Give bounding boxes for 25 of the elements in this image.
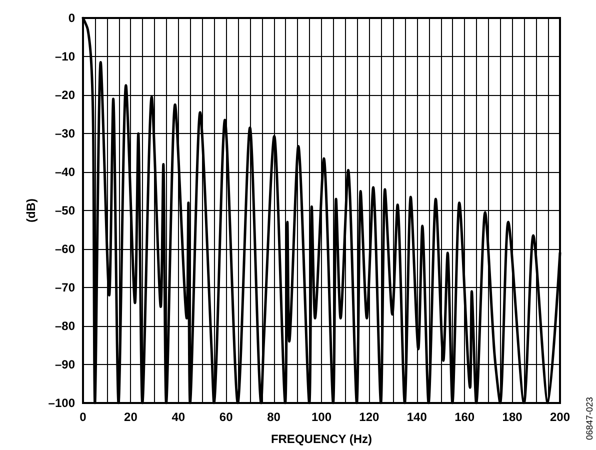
y-tick-label: –90 xyxy=(54,358,76,372)
x-tick-label: 180 xyxy=(502,410,523,424)
x-tick-label: 100 xyxy=(311,410,332,424)
x-tick-label: 140 xyxy=(406,410,428,424)
y-tick-label: 0 xyxy=(68,11,76,25)
y-tick-label: –50 xyxy=(54,204,76,218)
y-tick-label: –60 xyxy=(54,242,76,256)
y-tick-label: –70 xyxy=(54,280,76,294)
y-axis-title: (dB) xyxy=(24,198,38,222)
x-tick-label: 160 xyxy=(454,410,475,424)
y-tick-label: –100 xyxy=(48,396,76,410)
x-tick-label: 60 xyxy=(219,410,234,424)
x-tick-label: 40 xyxy=(172,410,186,424)
x-tick-label: 120 xyxy=(359,410,380,424)
y-tick-label: –80 xyxy=(54,319,76,333)
y-tick-label: –20 xyxy=(54,88,76,102)
x-tick-label: 0 xyxy=(80,410,87,424)
x-tick-label: 20 xyxy=(124,410,138,424)
y-tick-label: –40 xyxy=(54,165,76,179)
y-tick-label: –30 xyxy=(54,126,76,140)
x-tick-label: 80 xyxy=(267,410,281,424)
x-tick-label: 200 xyxy=(550,410,570,424)
y-tick-label: –10 xyxy=(54,50,76,64)
text: 06847-023 xyxy=(584,396,594,440)
x-axis-title: FREQUENCY (Hz) xyxy=(270,432,372,446)
